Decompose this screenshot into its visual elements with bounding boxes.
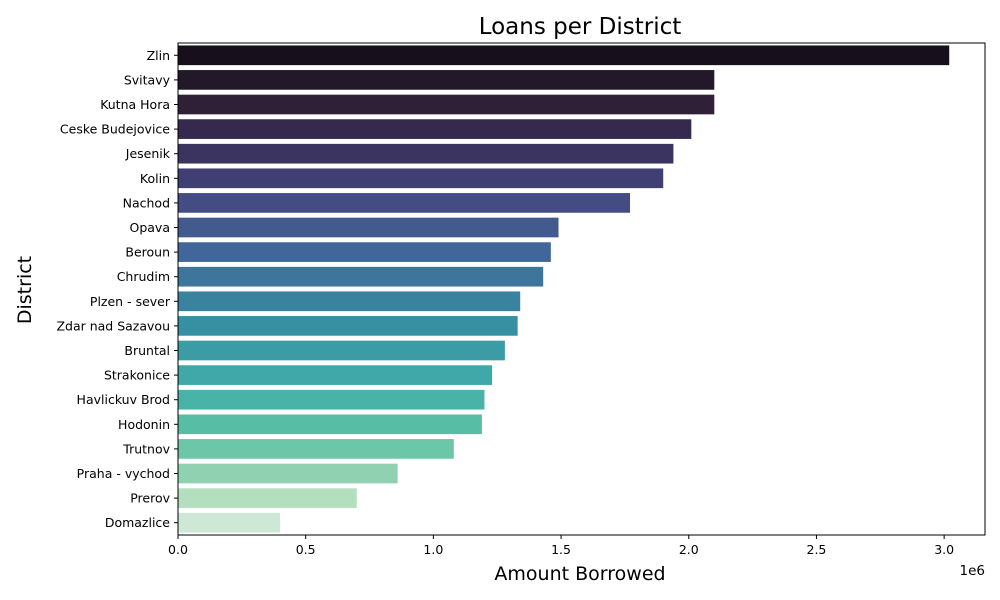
y-tick-label: Svitavy [124, 72, 171, 87]
bar [178, 266, 544, 287]
x-tick-label: 1.5 [551, 542, 571, 557]
y-tick-label: Trutnov [122, 441, 170, 456]
y-axis-title: District [14, 256, 36, 324]
bar [178, 463, 398, 484]
y-tick-label: Nachod [123, 195, 170, 210]
y-tick-label: Chrudim [117, 269, 170, 284]
bar [178, 512, 281, 533]
y-tick-label: Havlickuv Brod [77, 392, 170, 407]
y-tick-label: Plzen - sever [90, 294, 171, 309]
bar [178, 70, 715, 90]
bar [178, 217, 559, 238]
bar [178, 193, 631, 213]
y-tick-label: Zdar nad Sazavou [56, 318, 170, 333]
y-tick-label: Strakonice [104, 368, 170, 383]
bar [178, 439, 454, 459]
bar [178, 45, 950, 66]
x-axis-title: Amount Borrowed [494, 563, 665, 585]
x-tick-label: 2.5 [807, 542, 827, 557]
bar [178, 242, 551, 262]
chart-title: Loans per District [479, 14, 682, 40]
y-tick-label: Domazlice [105, 515, 170, 530]
x-axis-offset-label: 1e6 [960, 563, 985, 579]
bar [178, 119, 692, 139]
plot-area: Zlin Svitavy Kutna Hora Ceske Budejovice Jes… [56, 42, 986, 557]
y-tick-label: Prerov [130, 491, 170, 506]
y-tick-label: Beroun [125, 245, 170, 260]
y-tick-label: Hodonin [118, 417, 170, 432]
plot-frame [177, 42, 986, 536]
x-tick-label: 0.0 [168, 542, 188, 557]
bar [178, 340, 505, 361]
y-tick-label: Kolin [140, 171, 170, 186]
y-tick-label: Opava [130, 220, 171, 235]
bar [178, 291, 521, 312]
bar [178, 143, 674, 164]
y-tick-label: Praha - vychod [77, 466, 170, 481]
x-tick-label: 2.0 [679, 542, 699, 557]
bar [178, 168, 664, 189]
x-tick-label: 3.0 [934, 542, 954, 557]
bar [178, 316, 518, 336]
y-tick-label: Bruntal [124, 343, 170, 358]
y-tick-label: Ceske Budejovice [60, 122, 170, 137]
bar [178, 488, 357, 508]
y-tick-label: Kutna Hora [100, 97, 170, 112]
y-tick-label: Jesenik [125, 146, 171, 161]
bar [178, 389, 485, 410]
bar [178, 365, 493, 385]
y-tick-label: Zlin [147, 48, 170, 63]
bar [178, 414, 482, 435]
x-tick-label: 0.5 [296, 542, 316, 557]
x-tick-label: 1.0 [423, 542, 443, 557]
bar [178, 94, 715, 115]
